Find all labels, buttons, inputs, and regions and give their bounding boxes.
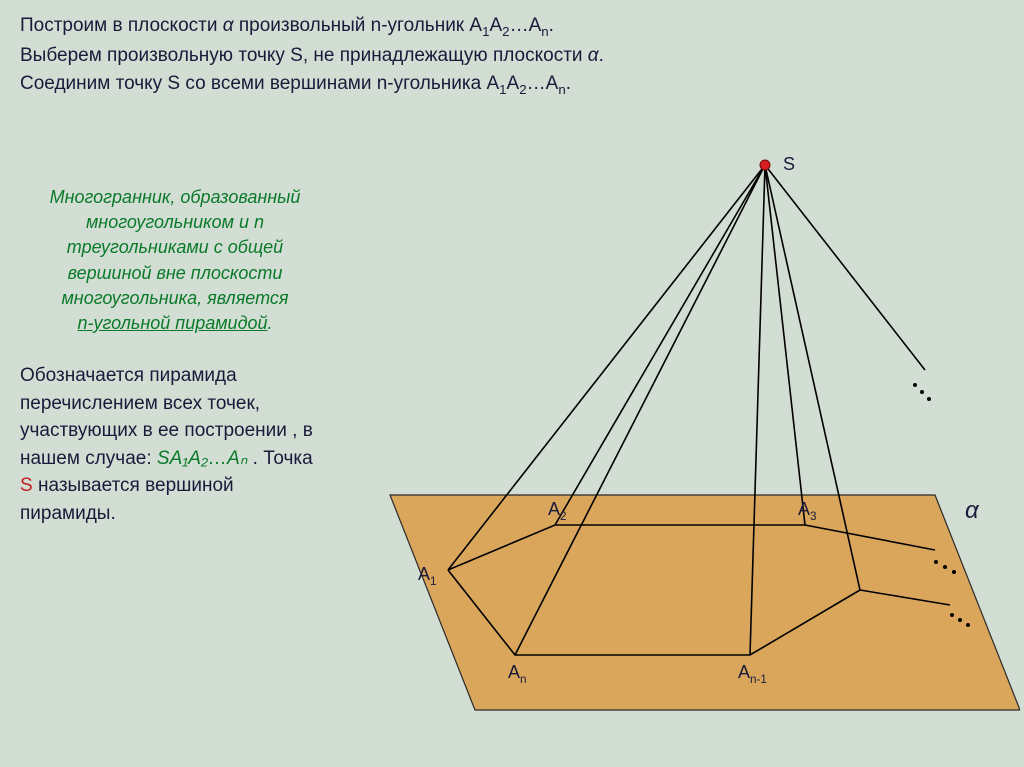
intro-line-3: Соединим точку S со всеми вершинами n-уг… <box>20 70 1004 100</box>
definition-text: Многогранник, образованный многоугольник… <box>20 185 330 336</box>
pyramid-diagram: SA1A2A3AnAn-1α <box>320 130 1020 760</box>
side-text: Многогранник, образованный многоугольник… <box>20 185 330 527</box>
intro-text: Построим в плоскости α произвольный n-уг… <box>20 12 1004 100</box>
intro-line-2: Выберем произвольную точку S, не принадл… <box>20 42 1004 71</box>
svg-text:α: α <box>965 497 980 524</box>
notation-text: Обозначается пирамида перечислением всех… <box>20 362 330 527</box>
intro-line-1: Построим в плоскости α произвольный n-уг… <box>20 12 1004 42</box>
svg-text:S: S <box>783 154 795 174</box>
